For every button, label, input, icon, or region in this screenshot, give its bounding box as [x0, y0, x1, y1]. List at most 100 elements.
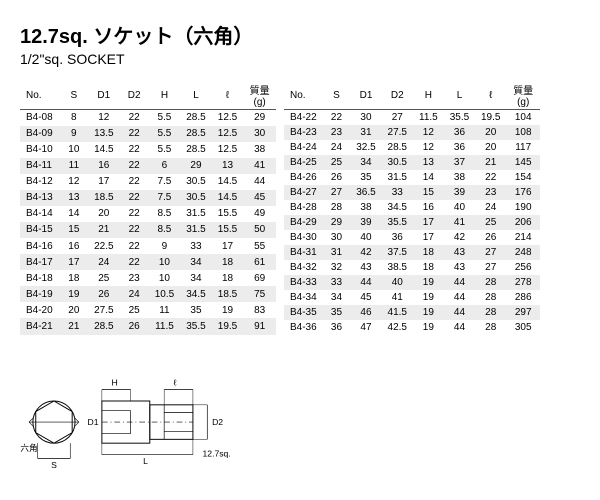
table-cell: 26	[475, 230, 506, 245]
title-en: 1/2"sq. SOCKET	[20, 51, 540, 67]
table-cell: B4-27	[284, 185, 323, 200]
table-cell: 18	[212, 270, 244, 286]
dim-l-big: L	[143, 456, 148, 466]
table-cell: 26	[323, 170, 351, 185]
table-cell: B4-21	[20, 318, 60, 334]
table-cell: B4-25	[284, 155, 323, 170]
table-cell: 33	[382, 185, 413, 200]
table-cell: 22	[120, 254, 149, 270]
table-cell: 10	[149, 254, 181, 270]
table-row: B4-242432.528.5123620117	[284, 140, 540, 155]
table-cell: 14.5	[212, 190, 244, 206]
table-cell: 35	[180, 302, 212, 318]
col-header: ℓ	[212, 81, 244, 110]
table-cell: B4-12	[20, 174, 60, 190]
table-cell: 41	[382, 290, 413, 305]
table-cell: 44	[444, 305, 475, 320]
table-row: B4-08812225.528.512.529	[20, 110, 276, 126]
col-header: H	[149, 81, 181, 110]
table-cell: 13.5	[88, 126, 120, 142]
table-cell: 24	[120, 286, 149, 302]
table-cell: 36	[382, 230, 413, 245]
table-cell: 27	[475, 245, 506, 260]
table-row: B4-33334440194428278	[284, 275, 540, 290]
table-cell: 22	[323, 110, 351, 125]
table-cell: 28.5	[180, 126, 212, 142]
table-cell: 34.5	[382, 200, 413, 215]
table-cell: 12	[413, 140, 444, 155]
table-cell: 22	[475, 170, 506, 185]
table-cell: 286	[506, 290, 540, 305]
table-cell: 35	[323, 305, 351, 320]
table-cell: 21	[475, 155, 506, 170]
table-row: B4-101014.5225.528.512.538	[20, 142, 276, 158]
table-cell: 44	[243, 174, 276, 190]
table-row: B4-202027.52511351983	[20, 302, 276, 318]
table-cell: 43	[444, 245, 475, 260]
table-cell: 15.5	[212, 206, 244, 222]
table-cell: 35.5	[382, 215, 413, 230]
table-row: B4-111116226291341	[20, 158, 276, 174]
spec-tables: No.SD1D2HLℓ質量(g) B4-08812225.528.512.529…	[20, 81, 540, 335]
table-cell: 33	[180, 238, 212, 254]
table-cell: 25	[475, 215, 506, 230]
table-cell: 34	[350, 155, 381, 170]
table-cell: B4-35	[284, 305, 323, 320]
dim-d2: D2	[212, 416, 223, 426]
table-cell: 38.5	[382, 260, 413, 275]
table-cell: 28	[323, 200, 351, 215]
table-cell: 16	[88, 158, 120, 174]
table-cell: 30	[323, 230, 351, 245]
table-cell: 16	[60, 238, 88, 254]
table-cell: 27	[475, 260, 506, 275]
col-header: D1	[88, 81, 120, 110]
table-cell: 22	[120, 142, 149, 158]
table-cell: 12	[413, 125, 444, 140]
table-cell: 19	[413, 290, 444, 305]
spec-table-left: No.SD1D2HLℓ質量(g) B4-08812225.528.512.529…	[20, 81, 276, 335]
table-row: B4-25253430.5133721145	[284, 155, 540, 170]
table-cell: 33	[323, 275, 351, 290]
table-row: B4-212128.52611.535.519.591	[20, 318, 276, 334]
table-cell: 30.5	[180, 190, 212, 206]
table-row: B4-131318.5227.530.514.545	[20, 190, 276, 206]
table-cell: B4-24	[284, 140, 323, 155]
table-cell: 46	[350, 305, 381, 320]
table-cell: 104	[506, 110, 540, 125]
table-cell: 27	[382, 110, 413, 125]
table-cell: 16	[413, 200, 444, 215]
table-cell: 13	[60, 190, 88, 206]
table-row: B4-29293935.5174125206	[284, 215, 540, 230]
col-header: No.	[20, 81, 60, 110]
table-cell: 25	[323, 155, 351, 170]
table-cell: 297	[506, 305, 540, 320]
table-cell: 154	[506, 170, 540, 185]
table-cell: 25	[120, 302, 149, 318]
table-row: B4-151521228.531.515.550	[20, 222, 276, 238]
table-cell: 28	[475, 305, 506, 320]
table-cell: 10	[60, 142, 88, 158]
table-cell: 18.5	[212, 286, 244, 302]
table-cell: 42.5	[382, 320, 413, 335]
table-cell: 17	[413, 215, 444, 230]
table-cell: 83	[243, 302, 276, 318]
table-cell: 44	[444, 290, 475, 305]
table-cell: 18	[212, 254, 244, 270]
col-header: 質量(g)	[506, 81, 540, 110]
table-cell: B4-17	[20, 254, 60, 270]
table-row: B4-272736.533153923176	[284, 185, 540, 200]
table-cell: 35.5	[444, 110, 475, 125]
table-cell: 34	[180, 270, 212, 286]
table-cell: 39	[444, 185, 475, 200]
table-cell: 5.5	[149, 126, 181, 142]
table-cell: B4-14	[20, 206, 60, 222]
table-cell: B4-09	[20, 126, 60, 142]
table-cell: 50	[243, 222, 276, 238]
table-cell: B4-36	[284, 320, 323, 335]
table-cell: B4-16	[20, 238, 60, 254]
table-cell: 29	[323, 215, 351, 230]
table-row: B4-141420228.531.515.549	[20, 206, 276, 222]
table-cell: 21	[60, 318, 88, 334]
table-cell: 12	[60, 174, 88, 190]
table-cell: 49	[243, 206, 276, 222]
